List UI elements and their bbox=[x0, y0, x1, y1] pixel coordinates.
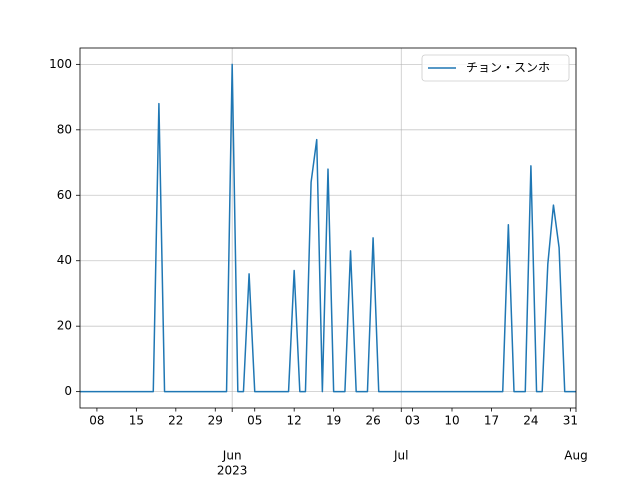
x-tick-label: 12 bbox=[287, 414, 302, 428]
y-tick-label: 20 bbox=[57, 319, 72, 333]
x-major-tick-label: Jun bbox=[222, 449, 242, 463]
y-tick-label: 100 bbox=[49, 57, 72, 71]
x-tick-label: 19 bbox=[326, 414, 341, 428]
x-tick-label: 10 bbox=[444, 414, 459, 428]
x-year-label: 2023 bbox=[217, 464, 248, 478]
y-tick-label: 0 bbox=[64, 384, 72, 398]
x-tick-label: 24 bbox=[523, 414, 538, 428]
x-tick-label: 15 bbox=[129, 414, 144, 428]
legend-box bbox=[421, 54, 570, 82]
x-tick-label: 03 bbox=[405, 414, 420, 428]
x-major-tick-label: Jul bbox=[393, 449, 408, 463]
y-tick-label: 80 bbox=[57, 122, 72, 136]
legend-label: チョン・スンホ bbox=[466, 61, 550, 75]
x-tick-label: 31 bbox=[563, 414, 578, 428]
x-tick-label: 22 bbox=[168, 414, 183, 428]
y-tick-label: 40 bbox=[57, 253, 72, 267]
y-tick-label: 60 bbox=[57, 188, 72, 202]
plot-frame bbox=[79, 47, 577, 409]
x-tick-label: 08 bbox=[89, 414, 104, 428]
x-tick-label: 29 bbox=[208, 414, 223, 428]
x-tick-label: 17 bbox=[484, 414, 499, 428]
x-major-tick-label: Aug bbox=[564, 449, 587, 463]
data-line bbox=[80, 63, 576, 393]
x-tick-label: 05 bbox=[247, 414, 262, 428]
x-tick-label: 26 bbox=[365, 414, 380, 428]
